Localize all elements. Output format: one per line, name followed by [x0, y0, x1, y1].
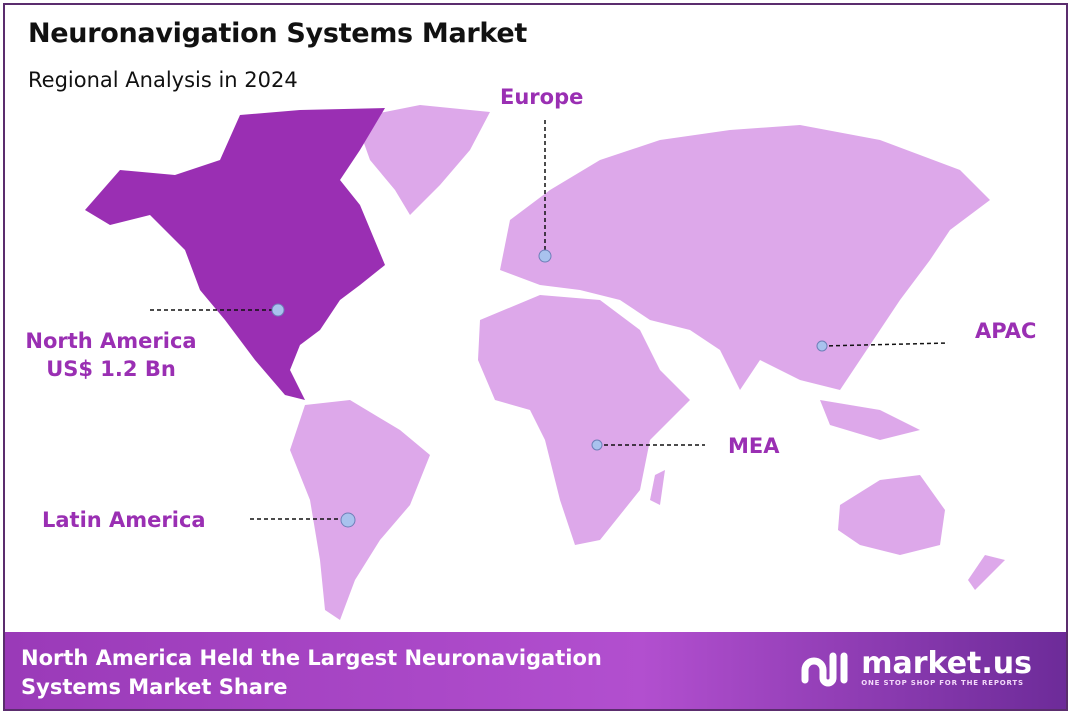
new-zealand [968, 555, 1005, 590]
footer-line-2: Systems Market Share [21, 675, 288, 699]
footer-banner: North America Held the Largest Neuronavi… [5, 632, 1066, 709]
page-subtitle: Regional Analysis in 2024 [28, 68, 298, 92]
label-europe: Europe [500, 85, 584, 109]
australia [838, 475, 945, 555]
label-north-america: North America US$ 1.2 Bn [16, 327, 206, 383]
se-asia-islands [820, 400, 920, 440]
marker-north-america [271, 303, 285, 317]
marker-europe [538, 249, 552, 263]
marker-latin-america [340, 512, 356, 528]
frame [3, 3, 1068, 711]
page-title: Neuronavigation Systems Market [28, 18, 527, 49]
label-apac: APAC [975, 319, 1037, 343]
logo: market.us ONE STOP SHOP FOR THE REPORTS [797, 648, 1032, 688]
north-america [85, 108, 385, 400]
madagascar [650, 470, 665, 505]
logo-icon [801, 652, 848, 687]
label-latin-america: Latin America [42, 508, 206, 532]
region-value: US$ 1.2 Bn [46, 357, 176, 381]
marker-mea [591, 439, 603, 451]
africa [478, 295, 690, 545]
label-mea: MEA [728, 434, 780, 458]
greenland [355, 105, 490, 215]
south-america [290, 400, 430, 620]
leader-apac [821, 342, 949, 347]
logo-brand: market.us [861, 646, 1032, 681]
footer-line-1: North America Held the Largest Neuronavi… [21, 646, 602, 670]
marker-apac [816, 340, 828, 352]
footer-text: North America Held the Largest Neuronavi… [21, 644, 602, 702]
eurasia [500, 125, 990, 390]
logo-tagline: ONE STOP SHOP FOR THE REPORTS [861, 679, 1024, 687]
region-name: North America [25, 329, 197, 353]
